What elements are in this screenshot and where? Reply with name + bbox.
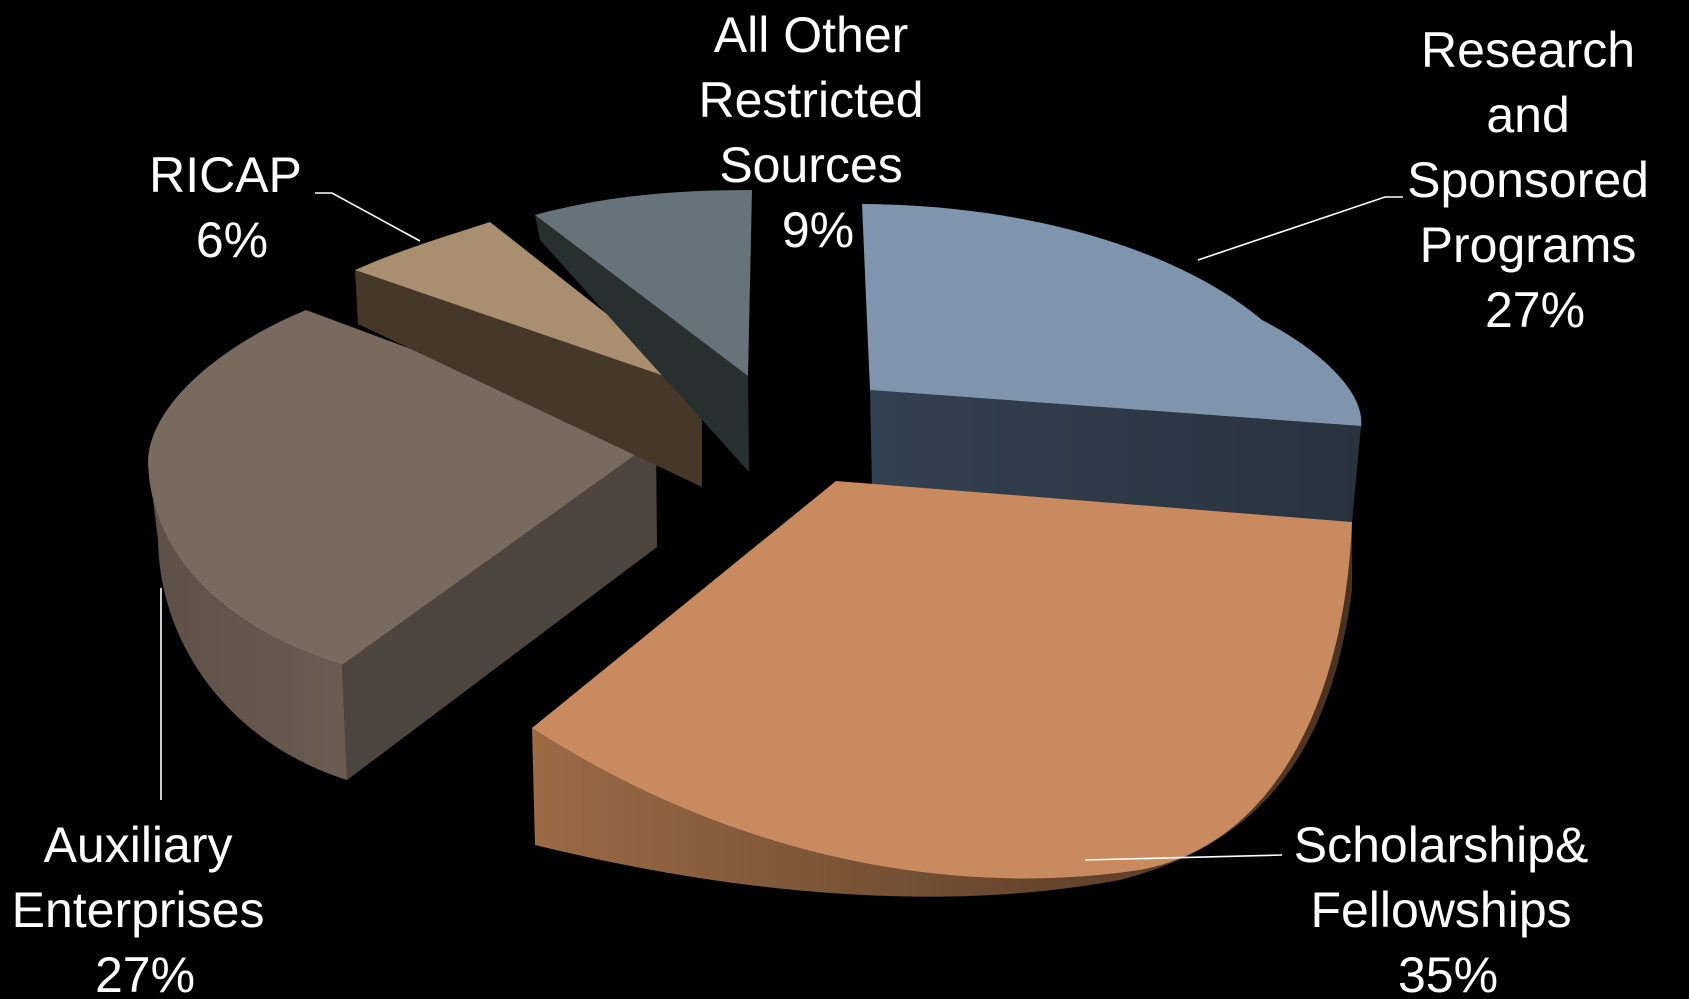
label-all-other: All Other Restricted Sources 9% [699, 7, 938, 258]
slice-scholarship-fellowships [532, 481, 1352, 897]
slice-all-other-restricted [535, 190, 752, 472]
label-research: Research and Sponsored Programs 27% [1407, 22, 1663, 338]
slice-research-side [870, 390, 1361, 522]
data-labels: Research and Sponsored Programs 27% Scho… [12, 7, 1663, 999]
label-scholarship-percent: 35% [1398, 947, 1498, 999]
slice-scholarship-top [532, 481, 1352, 879]
leader-line-scholarship [1084, 854, 1283, 861]
label-auxiliary-line-1: Auxiliary [44, 817, 233, 873]
label-auxiliary: Auxiliary Enterprises 27% [12, 817, 279, 999]
slice-other-top [535, 190, 752, 376]
label-ricap: RICAP 6% [149, 147, 315, 268]
label-scholarship: Scholarship& Fellowships 35% [1294, 817, 1603, 999]
slice-scholarship-side [532, 522, 1352, 897]
slice-ricap-top [355, 222, 702, 389]
label-auxiliary-percent: 27% [95, 947, 195, 999]
label-research-line-1: Research [1421, 22, 1635, 78]
label-scholarship-line-2: Fellowships [1310, 882, 1571, 938]
leader-line-research [1197, 196, 1403, 261]
slice-research-sponsored-programs [862, 204, 1362, 522]
label-all-other-line-1: All Other [714, 7, 909, 63]
label-all-other-line-2: Restricted [699, 72, 924, 128]
label-all-other-line-3: Sources [719, 137, 902, 193]
label-auxiliary-line-2: Enterprises [12, 882, 265, 938]
label-all-other-percent: 9% [782, 202, 854, 258]
label-research-line-4: Programs [1420, 217, 1637, 273]
label-research-percent: 27% [1485, 282, 1585, 338]
label-research-line-3: Sponsored [1407, 152, 1649, 208]
label-ricap-line-1: RICAP [149, 147, 301, 203]
label-research-line-2: and [1486, 87, 1569, 143]
slice-ricap [355, 222, 702, 487]
slice-auxiliary-side-curve [148, 460, 347, 780]
slice-other-side [535, 215, 749, 472]
leader-lines [160, 192, 1403, 861]
label-ricap-percent: 6% [196, 212, 268, 268]
slice-auxiliary-side-right [342, 440, 657, 780]
label-scholarship-line-1: Scholarship& [1294, 817, 1589, 873]
slice-ricap-side [355, 270, 702, 487]
leader-line-ricap [315, 192, 421, 242]
slice-research-top [862, 204, 1362, 426]
